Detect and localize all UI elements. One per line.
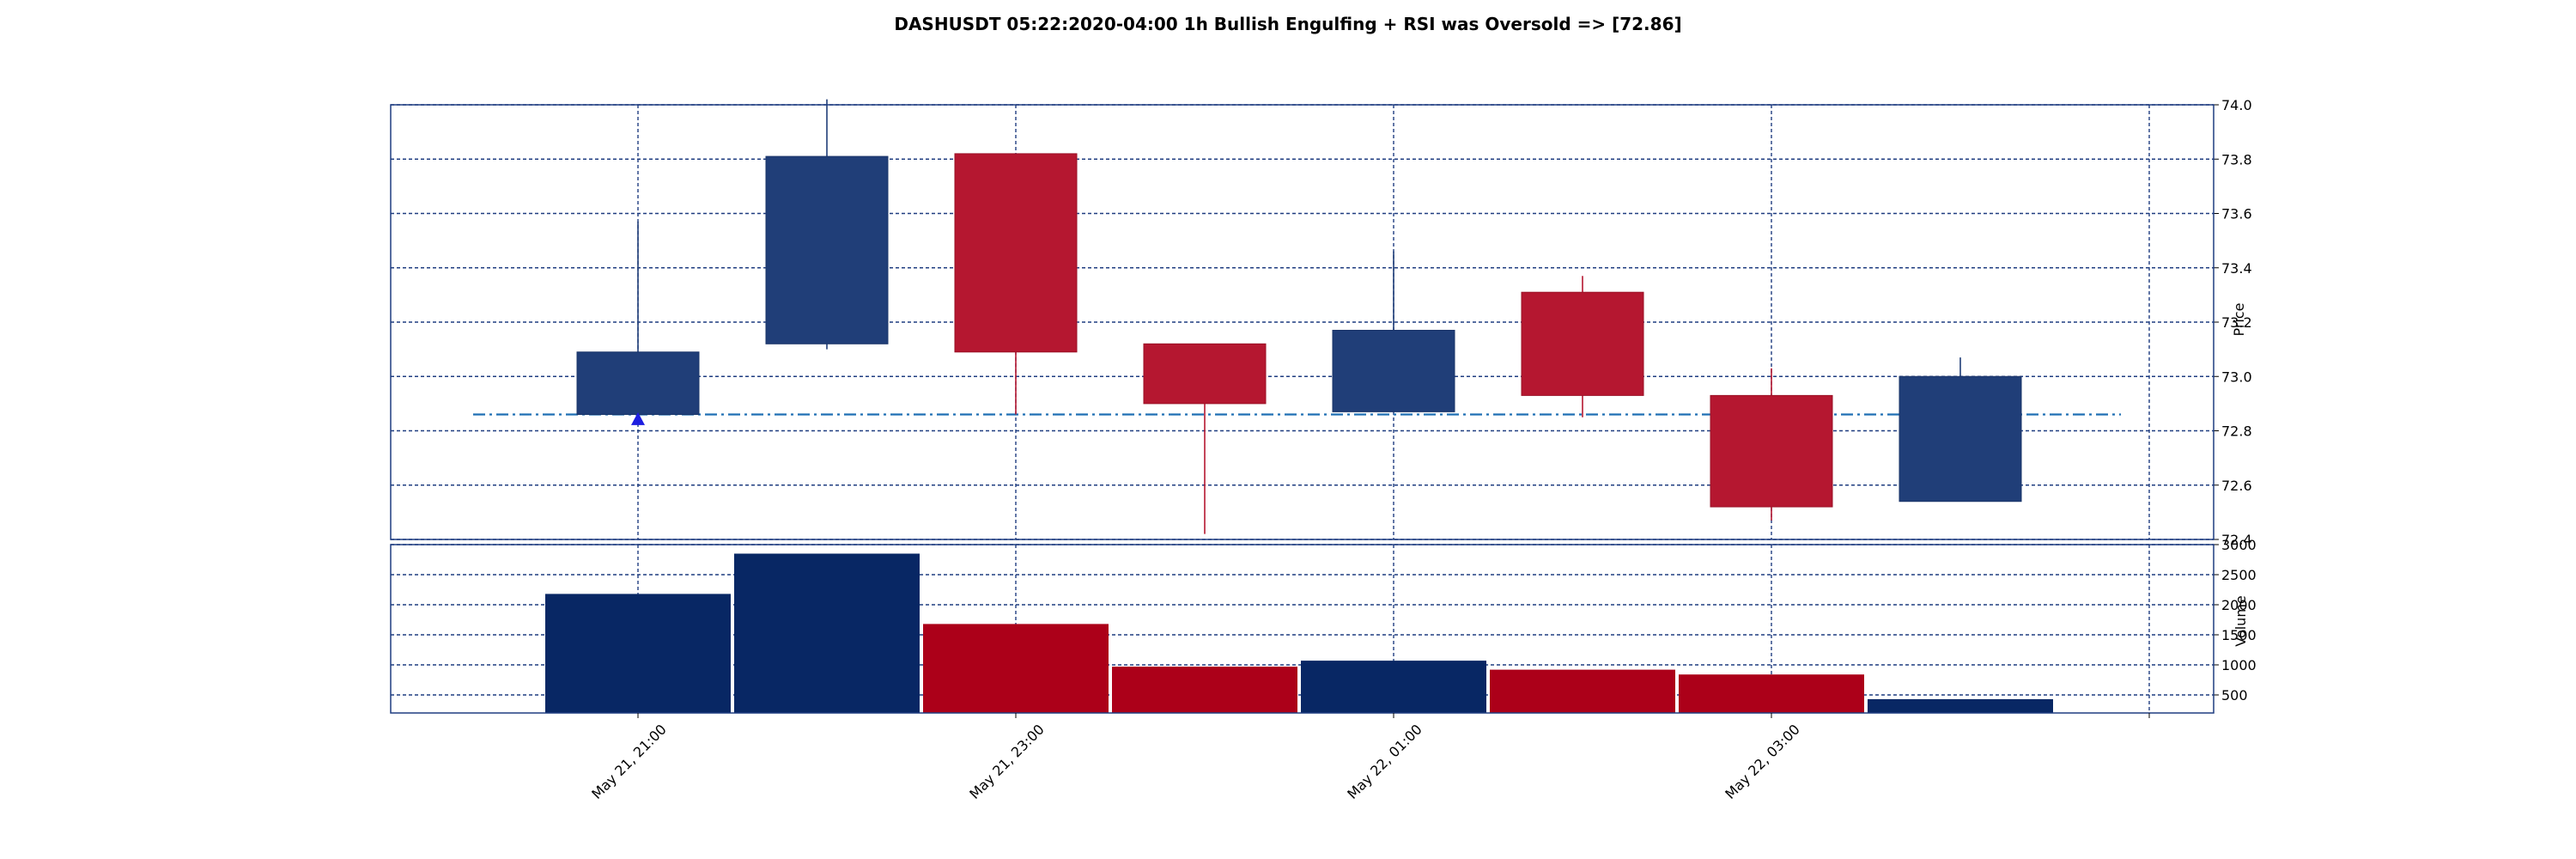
volume-panel-frame: [390, 544, 2215, 714]
volume-panel: 500 1000 1500 2000 2500 3000: [390, 537, 2257, 714]
volume-axis-label: Volume: [2233, 595, 2249, 647]
x-tick-label: May 22, 03:00: [1722, 721, 1803, 802]
price-panel: 72.4 72.6 72.8 73.0 73.2 73.4 73.6 73.8 74.0: [390, 97, 2252, 548]
x-tick-label: May 22, 01:00: [1344, 721, 1425, 802]
volume-bar: [1679, 674, 1864, 713]
volume-tick-label: 1500: [2221, 627, 2257, 643]
volume-bar: [1112, 667, 1297, 713]
price-tick-label: 73.4: [2221, 260, 2252, 277]
volume-bar: [1868, 698, 2053, 713]
price-tick-label: 73.0: [2221, 369, 2252, 385]
x-axis: May 21, 21:00 May 21, 23:00 May 22, 01:00 M…: [588, 713, 2150, 802]
price-tick-label: 73.8: [2221, 151, 2252, 168]
volume-bar: [923, 624, 1109, 713]
signal-marker: [631, 411, 645, 425]
candle-body: [765, 155, 889, 344]
price-panel-frame: [390, 104, 2215, 540]
volume-bar: [734, 553, 920, 713]
price-tick-label: 73.2: [2221, 314, 2252, 331]
price-axis-label: Price: [2231, 302, 2247, 336]
candle-body: [1710, 394, 1833, 508]
volume-bar: [545, 594, 731, 713]
volume-bar: [1490, 669, 1675, 713]
price-tick-label: 74.0: [2221, 97, 2252, 113]
candle-body: [576, 351, 700, 416]
price-tick-label: 73.6: [2221, 206, 2252, 222]
price-tick-label: 72.8: [2221, 423, 2252, 440]
candle-body: [1899, 375, 2022, 503]
price-tick-label: 72.4: [2221, 532, 2252, 548]
x-tick-label: May 21, 23:00: [966, 721, 1048, 802]
candle-body: [1332, 329, 1455, 412]
volume-tick-label: 1000: [2221, 657, 2257, 673]
candle-body: [954, 153, 1078, 353]
chart-title: DASHUSDT 05:22:2020-04:00 1h Bullish Eng…: [894, 14, 1681, 34]
volume-tick-label: 3000: [2221, 537, 2257, 553]
volume-bar: [1301, 661, 1486, 713]
x-tick-label: May 21, 21:00: [588, 721, 670, 802]
volume-tick-label: 2000: [2221, 597, 2257, 613]
volume-tick-label: 500: [2221, 687, 2248, 704]
price-tick-label: 72.6: [2221, 478, 2252, 494]
volume-tick-label: 2500: [2221, 567, 2257, 583]
candle-body: [1521, 291, 1644, 396]
candle-body: [1143, 343, 1267, 405]
